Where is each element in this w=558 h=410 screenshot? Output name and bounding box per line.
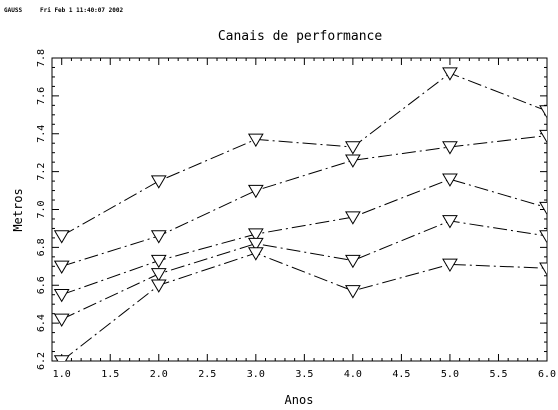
data-point-marker bbox=[150, 279, 167, 293]
x-tick-label: 2.0 bbox=[150, 369, 168, 380]
series-group bbox=[53, 67, 547, 361]
data-point-marker bbox=[539, 105, 547, 119]
axis-ticks bbox=[51, 57, 548, 362]
series-line bbox=[61, 252, 547, 361]
series-3 bbox=[53, 173, 547, 303]
x-tick-label: 3.0 bbox=[247, 369, 265, 380]
header-program: GAUSS bbox=[4, 7, 22, 14]
series-line bbox=[61, 72, 547, 237]
data-point-marker bbox=[345, 211, 361, 225]
plot-area-frame bbox=[51, 57, 548, 362]
x-tick-label: 5.0 bbox=[441, 369, 459, 380]
data-point-marker bbox=[53, 355, 70, 361]
data-point-marker bbox=[442, 173, 458, 187]
x-tick-label: 6.0 bbox=[538, 369, 556, 380]
series-line bbox=[61, 135, 547, 267]
data-point-marker bbox=[442, 67, 458, 81]
header-timestamp: Fri Feb 1 11:40:07 2002 bbox=[40, 7, 123, 14]
data-point-marker bbox=[247, 228, 264, 242]
y-axis-label: Metros bbox=[11, 188, 25, 231]
data-point-marker bbox=[53, 288, 70, 303]
x-tick-label: 2.5 bbox=[198, 369, 216, 380]
y-tick-label: 6.4 bbox=[36, 314, 47, 332]
data-point-marker bbox=[345, 254, 361, 269]
series-line bbox=[61, 178, 547, 296]
data-point-marker bbox=[442, 141, 458, 155]
x-tick-label: 3.5 bbox=[295, 369, 313, 380]
x-tick-label: 1.0 bbox=[53, 369, 71, 380]
y-tick-label: 6.2 bbox=[36, 352, 47, 370]
data-point-marker bbox=[345, 154, 361, 168]
tick-labels: 1.0 1.5 2.0 2.5 3.0 3.5 4.0 4.5 5.0 5.5 6.0 6.2 6.4 6… bbox=[36, 49, 556, 380]
y-tick-label: 7.0 bbox=[36, 200, 47, 218]
series-1 bbox=[53, 67, 547, 244]
y-tick-label: 7.4 bbox=[36, 125, 47, 143]
series-2 bbox=[53, 129, 547, 274]
data-point-marker bbox=[53, 260, 70, 274]
series-5 bbox=[53, 247, 547, 361]
data-point-marker bbox=[539, 201, 547, 216]
data-point-marker bbox=[247, 133, 264, 148]
data-point-marker bbox=[53, 313, 70, 327]
y-tick-label: 6.6 bbox=[36, 276, 47, 294]
data-point-marker bbox=[247, 237, 264, 252]
x-tick-label: 4.5 bbox=[392, 369, 410, 380]
y-tick-label: 6.8 bbox=[36, 238, 47, 256]
data-point-marker bbox=[345, 141, 361, 155]
data-point-marker bbox=[247, 247, 264, 261]
x-axis-label: Anos bbox=[285, 393, 314, 407]
x-tick-label: 4.0 bbox=[344, 369, 362, 380]
y-tick-label: 7.6 bbox=[36, 87, 47, 105]
data-point-marker bbox=[150, 254, 167, 269]
data-point-marker bbox=[442, 215, 458, 229]
series-line bbox=[61, 220, 547, 320]
x-tick-label: 1.5 bbox=[101, 369, 119, 380]
data-point-marker bbox=[150, 175, 167, 189]
data-point-marker bbox=[539, 129, 547, 144]
data-point-marker bbox=[442, 258, 458, 273]
data-point-marker bbox=[247, 184, 264, 199]
y-tick-label: 7.2 bbox=[36, 163, 47, 181]
data-point-marker bbox=[539, 262, 547, 276]
x-tick-label: 5.5 bbox=[489, 369, 507, 380]
data-point-marker bbox=[539, 230, 547, 244]
data-point-marker bbox=[345, 285, 361, 299]
series-4 bbox=[53, 215, 547, 327]
data-point-marker bbox=[150, 230, 167, 244]
chart-title: Canais de performance bbox=[218, 29, 383, 44]
data-point-marker bbox=[53, 230, 70, 244]
data-point-marker bbox=[150, 268, 167, 282]
y-tick-label: 7.8 bbox=[36, 49, 47, 67]
